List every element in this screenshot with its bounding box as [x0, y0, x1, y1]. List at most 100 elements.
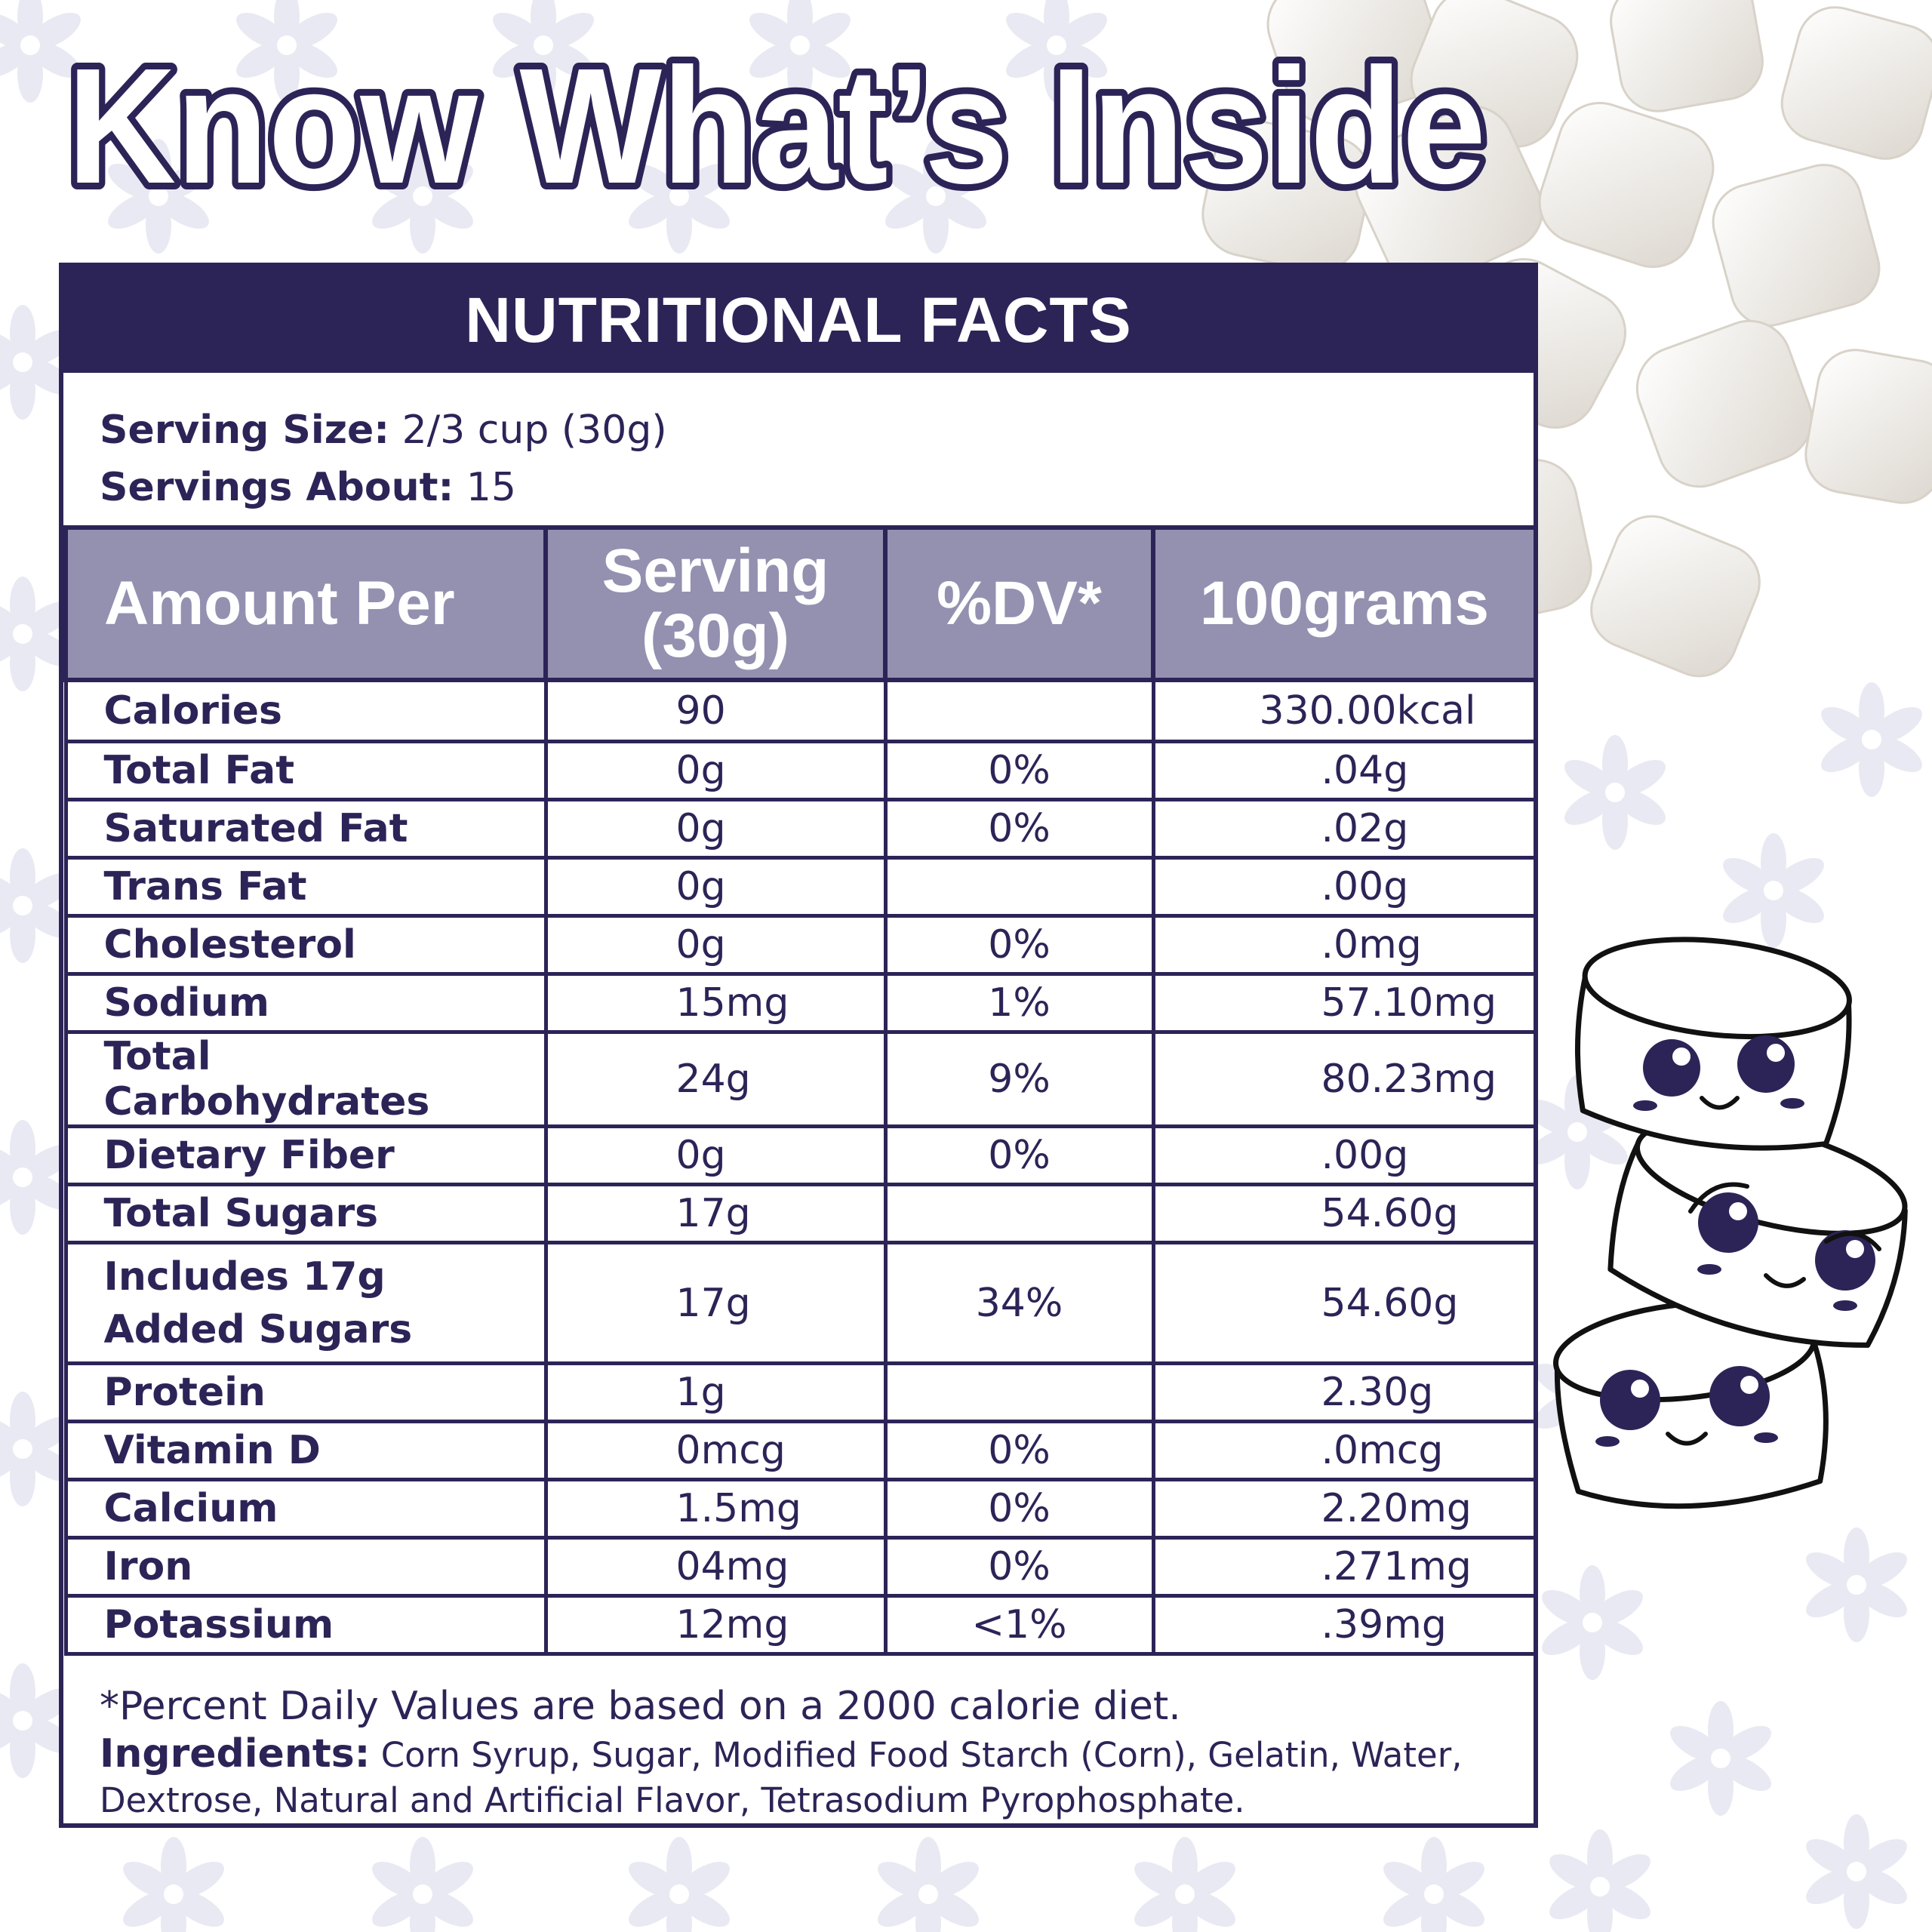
- nutrient-name: Dietary Fiber: [63, 1124, 548, 1186]
- per-100g-amount: 2.30g: [1151, 1361, 1538, 1423]
- serving-amount: 15mg: [543, 972, 888, 1034]
- headline-text: Know What’s Inside: [67, 35, 1486, 218]
- daily-value-footnote: *Percent Daily Values are based on a 200…: [100, 1684, 1181, 1729]
- header-per-100g: 100grams: [1151, 525, 1538, 682]
- daily-value: 0%: [883, 914, 1155, 976]
- nutrient-name: Total Sugars: [63, 1183, 548, 1244]
- serving-amount: 0g: [543, 740, 888, 801]
- daily-value: [883, 678, 1155, 743]
- headline-title: Know What’s Inside: [64, 28, 1493, 225]
- per-100g-amount: 2.20mg: [1151, 1478, 1538, 1540]
- serving-amount: 04mg: [543, 1536, 888, 1598]
- daily-value: [883, 1361, 1155, 1423]
- nutrient-name: Sodium: [63, 972, 548, 1034]
- per-100g-amount: .02g: [1151, 798, 1538, 860]
- header-serving-line1: Serving: [601, 537, 829, 605]
- table-row: Protein 1g 2.30g: [63, 1361, 1538, 1423]
- table-row: Iron 04mg 0% .271mg: [63, 1536, 1538, 1598]
- table-row: Cholesterol 0g 0% .0mg: [63, 914, 1538, 976]
- per-100g-amount: .39mg: [1151, 1594, 1538, 1656]
- header-serving-line2: (30g): [641, 601, 789, 670]
- per-100g-amount: .00g: [1151, 856, 1538, 918]
- serving-amount: 1.5mg: [543, 1478, 888, 1540]
- per-100g-amount: 57.10mg: [1151, 972, 1538, 1034]
- ingredients-text: Corn Syrup, Sugar, Modified Food Starch …: [100, 1735, 1463, 1820]
- per-100g-amount: 80.23mg: [1151, 1030, 1538, 1128]
- serving-info: Serving Size: 2/3 cup (30g) Servings Abo…: [63, 373, 1534, 525]
- nutrient-name: Vitamin D: [63, 1420, 548, 1481]
- header-serving: Serving (30g): [543, 525, 888, 682]
- table-row: Includes 17g Added Sugars 17g 34% 54.60g: [63, 1241, 1538, 1365]
- serving-amount: 0g: [543, 914, 888, 976]
- serving-amount: 0mcg: [543, 1420, 888, 1481]
- servings-value: 15: [466, 465, 516, 510]
- daily-value: [883, 856, 1155, 918]
- nutrient-name: Trans Fat: [63, 856, 548, 918]
- serving-size-line: Serving Size: 2/3 cup (30g): [100, 401, 1534, 459]
- table-row: Trans Fat 0g .00g: [63, 856, 1538, 918]
- daily-value: 0%: [883, 798, 1155, 860]
- marshmallow-mascot-illustration: [1553, 937, 1908, 1509]
- serving-amount: 17g: [543, 1183, 888, 1244]
- serving-amount: 1g: [543, 1361, 888, 1423]
- nutrient-name-line1: Includes 17g: [103, 1254, 386, 1300]
- per-100g-amount: .04g: [1151, 740, 1538, 801]
- nutrition-facts-panel: NUTRITIONAL FACTS Serving Size: 2/3 cup …: [59, 263, 1538, 1828]
- nutrient-name: Total Fat: [63, 740, 548, 801]
- servings-label: Servings About:: [100, 465, 454, 510]
- nutrient-name-line2: Added Sugars: [103, 1306, 413, 1352]
- serving-amount: 17g: [543, 1241, 888, 1365]
- serving-amount: 24g: [543, 1030, 888, 1128]
- per-100g-amount: 54.60g: [1151, 1241, 1538, 1365]
- daily-value: 0%: [883, 1124, 1155, 1186]
- per-100g-amount: .271mg: [1151, 1536, 1538, 1598]
- nutrient-name: Potassium: [63, 1594, 548, 1656]
- daily-value: 9%: [883, 1030, 1155, 1128]
- panel-title: NUTRITIONAL FACTS: [63, 267, 1534, 373]
- table-row: Saturated Fat 0g 0% .02g: [63, 798, 1538, 860]
- nutrient-name: Cholesterol: [63, 914, 548, 976]
- nutrient-name: Calcium: [63, 1478, 548, 1540]
- daily-value: 0%: [883, 740, 1155, 801]
- table-row: Calcium 1.5mg 0% 2.20mg: [63, 1478, 1538, 1540]
- nutrition-table: Amount Per Serving (30g) %DV* 100grams C…: [63, 525, 1538, 1656]
- serving-amount: 12mg: [543, 1594, 888, 1656]
- table-row: Potassium 12mg <1% .39mg: [63, 1594, 1538, 1656]
- panel-footer: *Percent Daily Values are based on a 200…: [63, 1656, 1534, 1823]
- header-amount-per: Amount Per: [63, 525, 548, 682]
- nutrient-name: Includes 17g Added Sugars: [63, 1241, 548, 1365]
- table-row: Total Sugars 17g 54.60g: [63, 1183, 1538, 1244]
- table-header-row: Amount Per Serving (30g) %DV* 100grams: [63, 525, 1538, 682]
- table-row: Calories 90 330.00kcal: [63, 678, 1538, 743]
- nutrient-name: Protein: [63, 1361, 548, 1423]
- daily-value: 0%: [883, 1420, 1155, 1481]
- table-row: Total Fat 0g 0% .04g: [63, 740, 1538, 801]
- daily-value: [883, 1183, 1155, 1244]
- nutrient-name: Total Carbohydrates: [63, 1030, 548, 1128]
- serving-amount: 0g: [543, 798, 888, 860]
- daily-value: 34%: [883, 1241, 1155, 1365]
- table-row: Total Carbohydrates 24g 9% 80.23mg: [63, 1030, 1538, 1128]
- header-daily-value: %DV*: [883, 525, 1155, 682]
- per-100g-amount: .0mcg: [1151, 1420, 1538, 1481]
- serving-size-label: Serving Size:: [100, 408, 390, 453]
- serving-amount: 0g: [543, 856, 888, 918]
- servings-line: Servings About: 15: [100, 459, 1534, 516]
- nutrient-name: Calories: [63, 678, 548, 743]
- serving-amount: 0g: [543, 1124, 888, 1186]
- daily-value: 0%: [883, 1536, 1155, 1598]
- table-row: Dietary Fiber 0g 0% .00g: [63, 1124, 1538, 1186]
- daily-value: <1%: [883, 1594, 1155, 1656]
- table-row: Vitamin D 0mcg 0% .0mcg: [63, 1420, 1538, 1481]
- daily-value: 0%: [883, 1478, 1155, 1540]
- daily-value: 1%: [883, 972, 1155, 1034]
- per-100g-amount: .0mg: [1151, 914, 1538, 976]
- serving-amount: 90: [543, 678, 888, 743]
- per-100g-amount: .00g: [1151, 1124, 1538, 1186]
- ingredients-statement: Ingredients: Corn Syrup, Sugar, Modified…: [100, 1731, 1534, 1823]
- serving-size-value: 2/3 cup (30g): [401, 408, 667, 453]
- ingredients-label: Ingredients:: [100, 1731, 371, 1777]
- per-100g-amount: 54.60g: [1151, 1183, 1538, 1244]
- nutrient-name: Saturated Fat: [63, 798, 548, 860]
- nutrient-name: Iron: [63, 1536, 548, 1598]
